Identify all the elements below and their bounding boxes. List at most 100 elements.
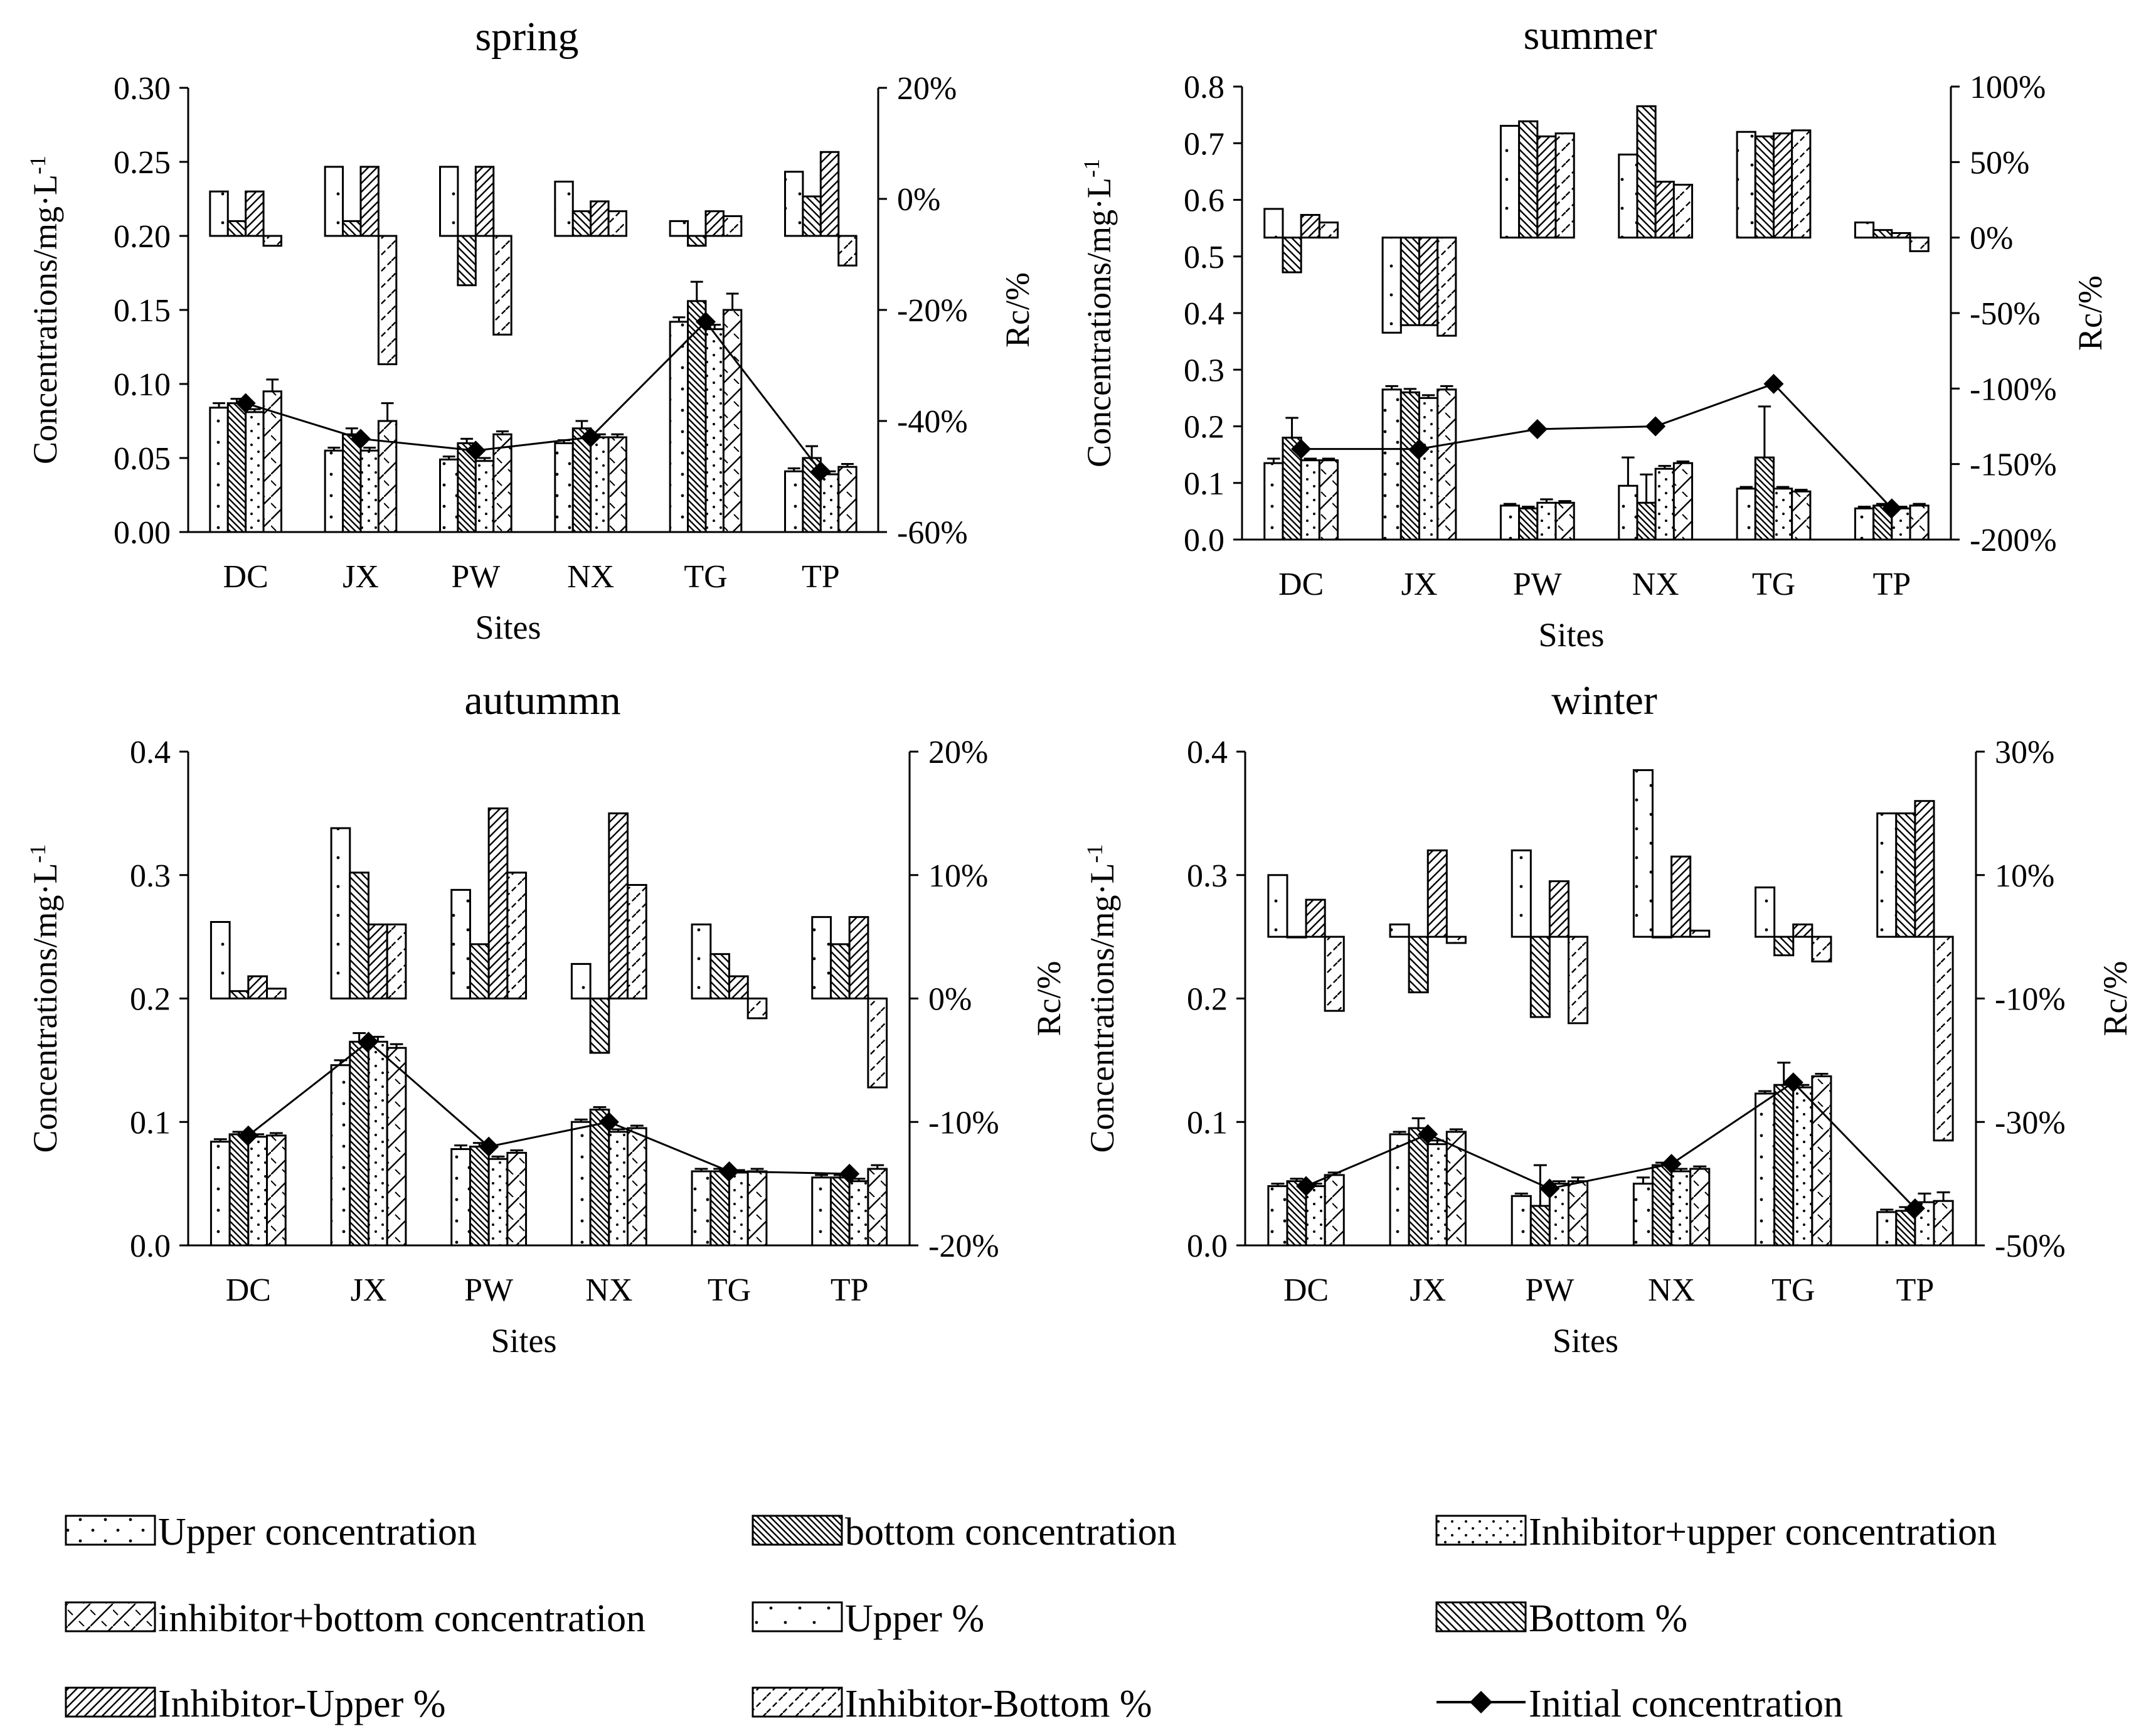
conc-bar-upper-concentration-pw [1499,504,1521,541]
x-tick-label: NX [1648,1272,1695,1308]
conc-bar-inhibitor-bottom-concentration-tg [1811,1075,1832,1247]
conc-bar-inhibitor-upper-concentration-pw [474,460,495,533]
y-tick-label: 0.0 [130,1228,171,1264]
error-bar [1271,1183,1285,1186]
error-bar [672,316,686,322]
error-bar [612,1128,625,1132]
pct-bar-bottom-tg [709,953,730,1000]
pct-bar-inhibitor-bottom-pw [506,871,528,999]
pct-bar-bottom-jx [349,871,370,999]
initial-concentration-marker-tg [1763,373,1784,394]
error-bar [1558,500,1571,503]
y2-tick-label: -10% [928,1105,999,1141]
conc-bar-inhibitor-upper-concentration-dc [247,1136,268,1247]
pct-bar-inhibitor-bottom-tp [1909,237,1930,252]
initial-concentration-marker-tp [1881,498,1902,519]
pct-bar-upper-tg [691,923,712,999]
y-tick-label: 0.2 [1187,982,1228,1018]
conc-bar-inhibitor-bottom-concentration-tg [746,1170,768,1247]
y2-tick-label: 0% [897,182,940,218]
error-bar [1693,1165,1707,1169]
pct-bar-inhibitor-upper-dc [247,975,268,999]
y-tick-label: 0.15 [114,293,171,329]
error-bar [269,1132,283,1136]
legend-swatch [751,1686,843,1718]
pct-bar-bottom-dc [1282,237,1302,274]
error-bar [1676,460,1690,464]
conc-bar-inhibitor-upper-concentration-jx [1418,397,1439,541]
conc-bar-inhibitor-bottom-concentration-tp [837,466,858,533]
pct-bar-upper-jx [330,827,351,999]
pct-bar-inhibitor-bottom-tg [746,998,768,1020]
conc-bar-bottom-concentration-dc [228,1133,250,1247]
conc-bar-upper-concentration-tg [691,1170,712,1247]
chart-title: spring [475,14,579,60]
x-tick-label: DC [226,1272,271,1308]
error-bar [345,427,358,435]
error-bar [213,1138,227,1142]
y2-tick-label: -50% [1970,296,2041,332]
conc-bar-upper-concentration-tp [1854,507,1875,541]
pct-bar-upper-pw [1499,125,1521,239]
x-tick-label: PW [451,559,500,595]
conc-bar-inhibitor-upper-concentration-jx [359,449,380,533]
y2-tick-label: -10% [1995,982,2066,1018]
y-tick-label: 0.8 [1184,70,1224,105]
x-tick-label: NX [585,1272,632,1308]
x-tick-label: NX [1632,567,1679,602]
y-tick-label: 0.0 [1187,1228,1228,1264]
pct-bar-inhibitor-upper-dc [1300,214,1320,239]
error-bar [363,446,376,451]
y-axis-label-superscript: -1 [25,844,50,863]
legend-item-upper-concentration: Upper concentration [65,1511,477,1553]
legend-label: Inhibitor-Bottom % [845,1683,1152,1725]
conc-bar-inhibitor-upper-concentration-dc [245,411,265,533]
error-bar [381,402,394,421]
pct-bar-inhibitor-upper-pw [1536,135,1557,239]
pct-bar-bottom-tp [802,195,822,237]
error-bar [871,1164,884,1169]
x-tick-label: PW [1525,1272,1574,1308]
legend-item-inhibitor-bottom-concentration: inhibitor+bottom concentration [65,1597,645,1640]
conc-bar-bottom-concentration-tp [1895,1210,1916,1247]
error-bar [575,420,588,429]
pct-bar-upper-pw [439,166,459,237]
error-bar [574,1118,588,1122]
pct-bar-upper-jx [1381,237,1402,334]
y2-tick-label: -20% [897,293,968,329]
conc-bar-bottom-concentration-jx [342,433,362,533]
pct-bar-inhibitor-bottom-jx [1436,237,1457,337]
initial-concentration-marker-jx [1409,439,1430,459]
error-bar [248,408,261,412]
x-axis-label: Sites [1538,616,1604,654]
error-bar [1622,456,1635,486]
conc-bar-inhibitor-upper-concentration-dc [1305,1185,1326,1247]
error-bar [787,467,800,472]
y2-axis-label: Rc/% [2071,275,2109,351]
legend-swatch [65,1686,156,1718]
conc-bar-inhibitor-upper-concentration-jx [368,1040,388,1247]
conc-bar-bottom-concentration-jx [1408,1127,1429,1247]
conc-bar-inhibitor-upper-concentration-pw [1536,501,1557,541]
error-bar [1795,489,1808,492]
pct-bar-inhibitor-upper-dc [245,190,265,237]
pct-bar-inhibitor-bottom-nx [1672,183,1694,239]
pct-bar-inhibitor-bottom-pw [1568,935,1589,1025]
y2-tick-label: -50% [1995,1228,2066,1264]
pct-bar-inhibitor-upper-nx [1670,855,1692,938]
error-bar [213,402,225,408]
error-bar [1776,486,1790,489]
conc-bar-upper-concentration-pw [1511,1195,1532,1247]
conc-bar-upper-concentration-tg [1755,1092,1776,1247]
x-tick-label: PW [464,1272,513,1308]
initial-concentration-line [247,1040,850,1175]
error-bar [1739,486,1753,489]
error-bar [1880,1208,1894,1212]
legend-label: Inhibitor+upper concentration [1529,1511,1997,1553]
pct-bar-inhibitor-bottom-dc [266,988,287,1000]
initial-concentration-marker-dc [235,393,256,413]
y2-tick-label: -150% [1970,447,2057,483]
conc-bar-inhibitor-upper-concentration-nx [608,1131,629,1247]
x-tick-label: TP [831,1272,869,1308]
pct-bar-upper-tg [1736,130,1756,239]
